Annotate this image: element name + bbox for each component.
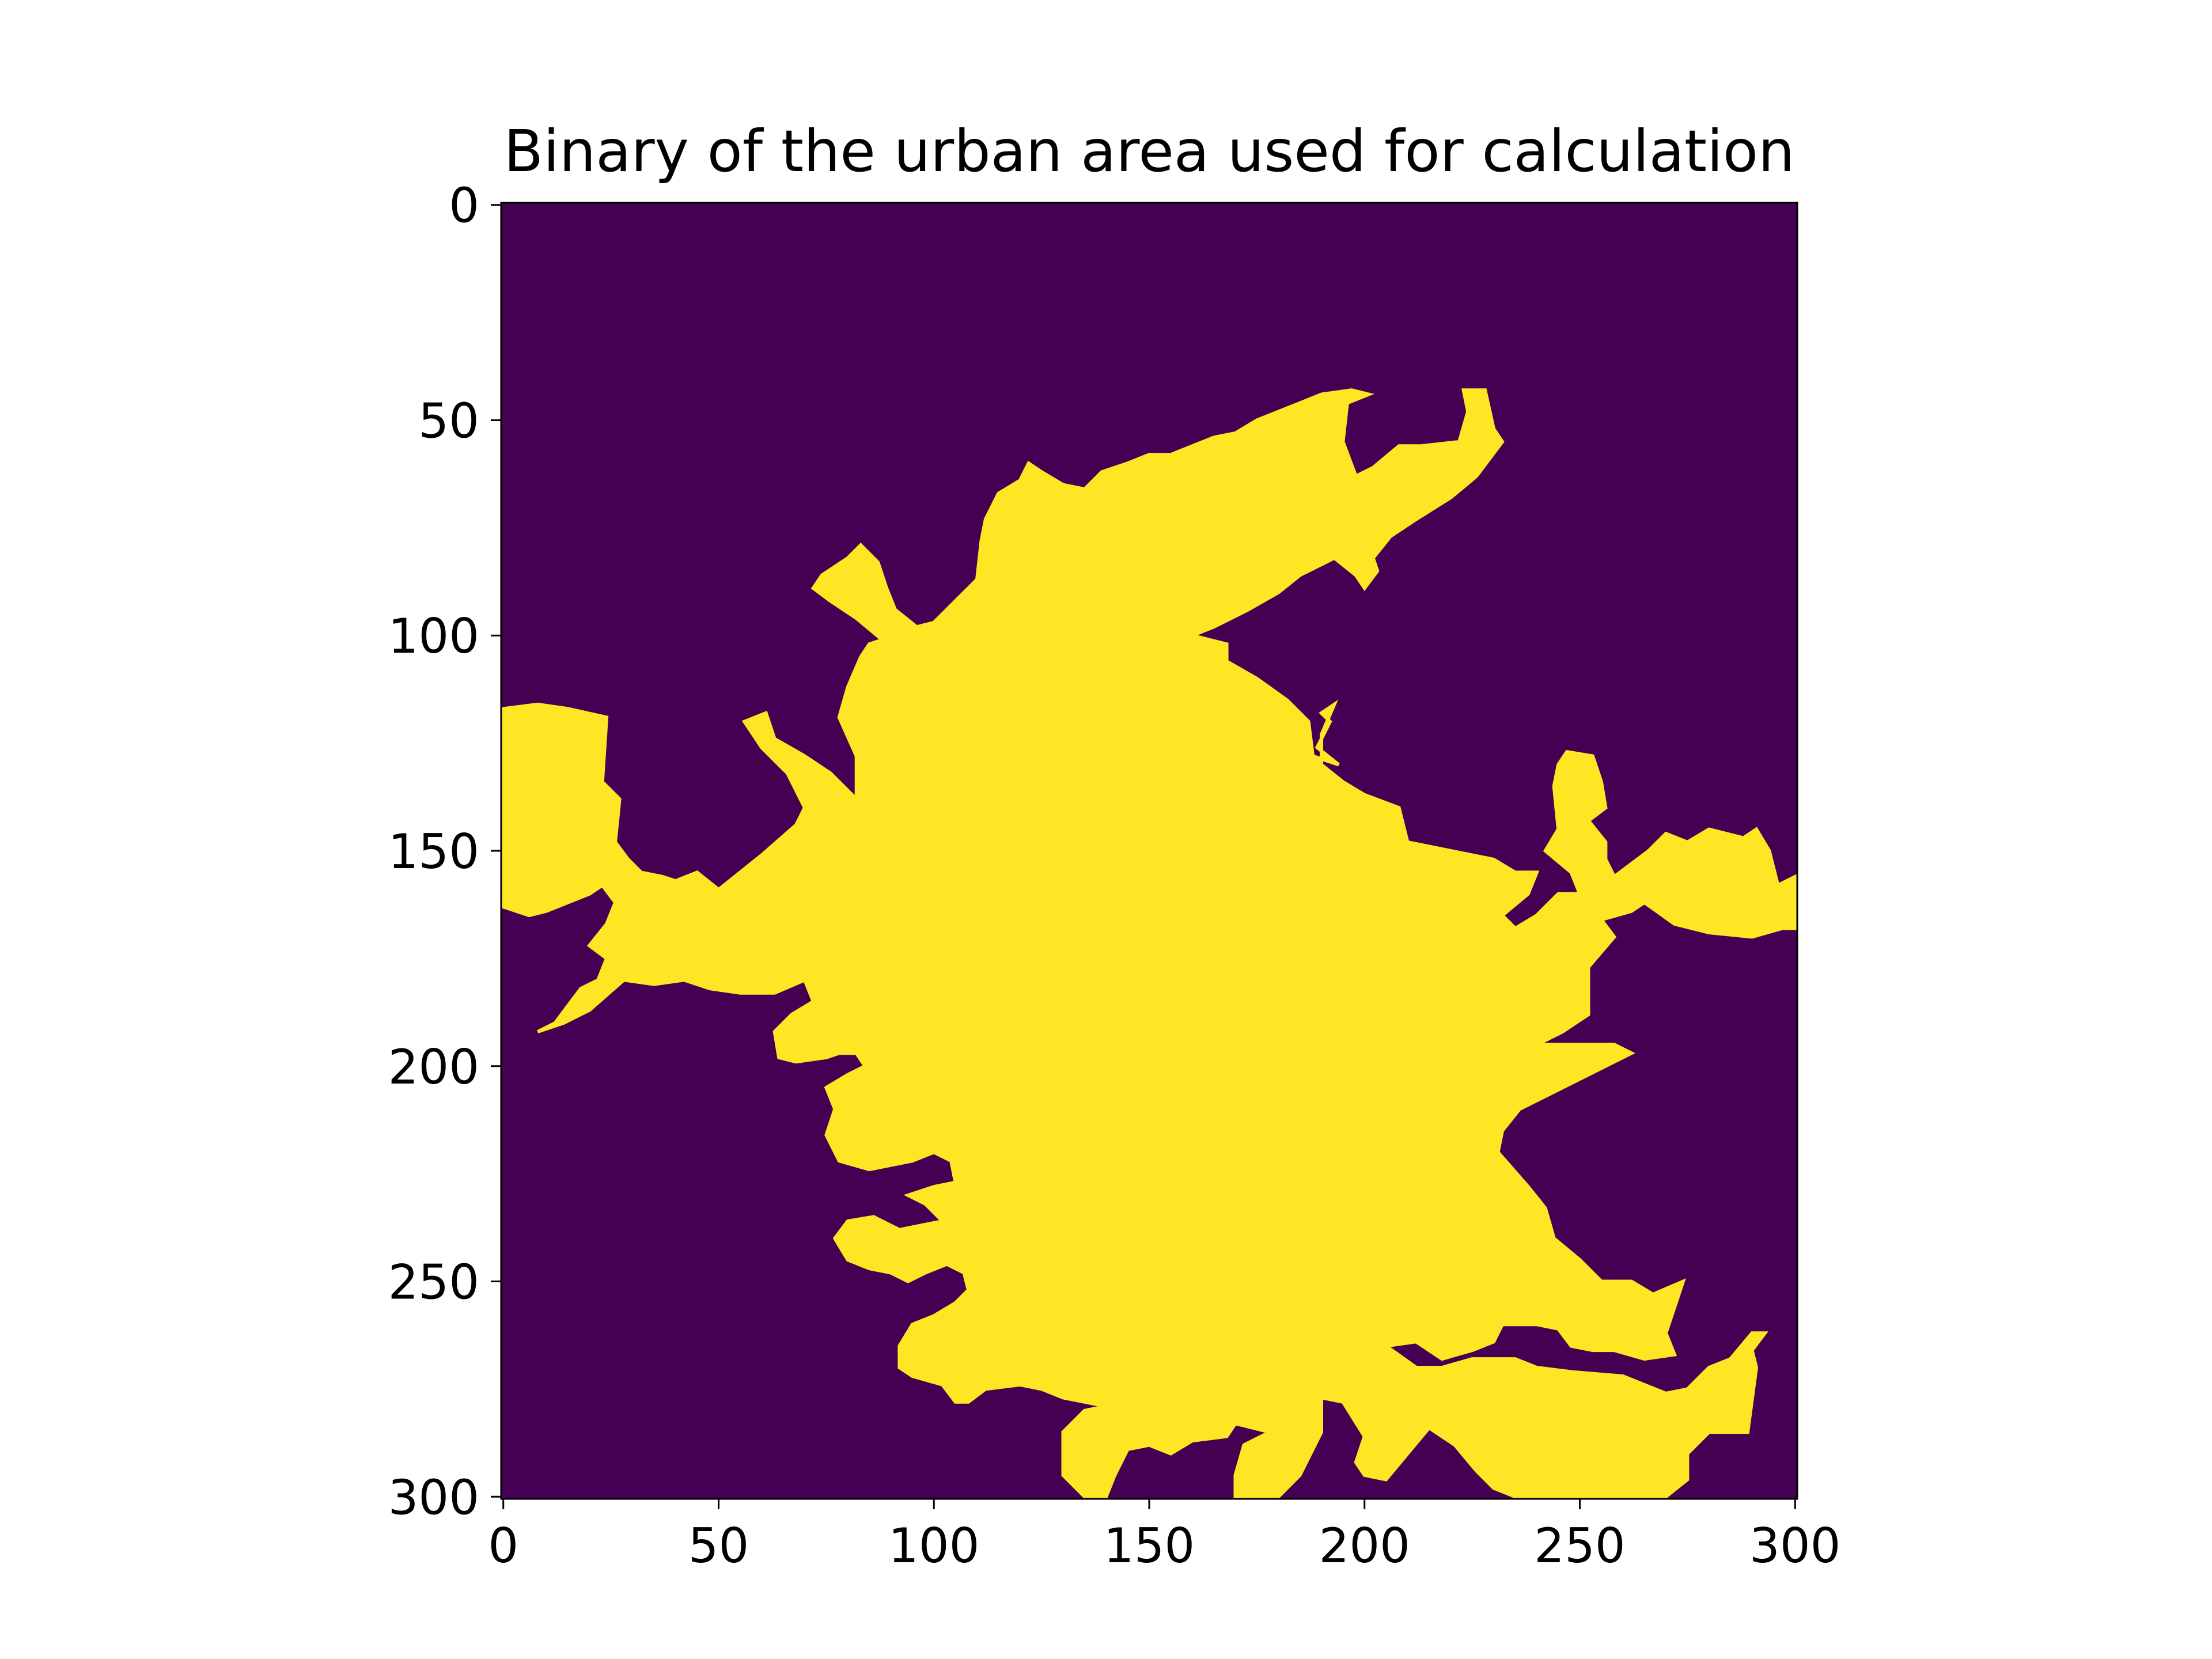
y-tick-label: 100 (388, 608, 479, 664)
x-tick-label: 200 (1319, 1518, 1410, 1574)
y-tick-label: 50 (418, 393, 479, 449)
x-axis: 0 50 100 150 200 250 300 (488, 1499, 1840, 1574)
y-tick-label: 150 (388, 824, 479, 880)
y-axis: 0 50 100 150 200 250 300 (388, 178, 501, 1525)
y-tick-label: 300 (388, 1469, 479, 1525)
x-tick-label: 50 (688, 1518, 749, 1574)
plot-area (500, 202, 1798, 1500)
y-tick-label: 250 (388, 1255, 479, 1310)
x-tick-label: 150 (1104, 1518, 1195, 1574)
y-tick-label: 0 (449, 178, 479, 234)
x-tick-label: 100 (888, 1518, 979, 1574)
chart-title: Binary of the urban area used for calcul… (504, 118, 1795, 185)
x-tick-label: 0 (488, 1518, 518, 1574)
urban-area-region (501, 388, 1797, 1499)
x-tick-label: 250 (1534, 1518, 1625, 1574)
y-tick-label: 200 (388, 1039, 479, 1095)
x-tick-label: 300 (1749, 1518, 1840, 1574)
